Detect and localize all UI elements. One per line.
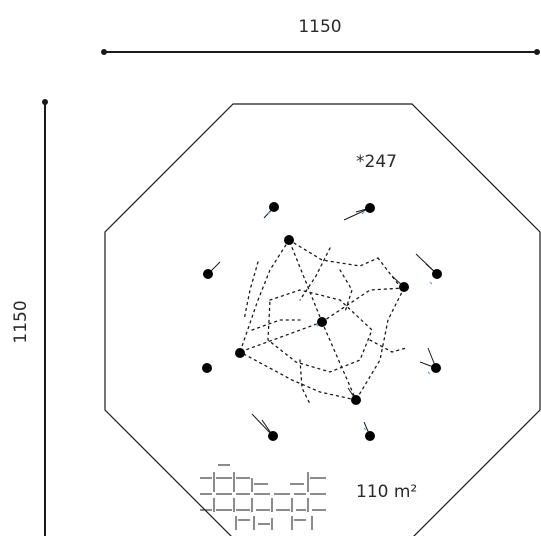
black-dot-icon — [432, 269, 442, 279]
black-dot-icon — [365, 203, 375, 213]
net-strand — [299, 247, 331, 301]
black-dot-icon — [235, 348, 245, 358]
black-dot-icon — [431, 363, 441, 373]
black-dot-icon — [202, 363, 212, 373]
net-strand — [321, 287, 405, 323]
accent-tick — [267, 211, 271, 215]
item-number-label: *247 — [356, 152, 397, 172]
net-strand — [369, 339, 407, 353]
black-dot-icon — [399, 282, 409, 292]
net-strand — [251, 319, 301, 331]
paving-tiles-icon — [200, 464, 326, 530]
height-dimension-start-dot — [42, 99, 48, 105]
net-strand — [339, 269, 353, 313]
black-dot-icon — [269, 202, 279, 212]
net-strand — [355, 287, 405, 401]
anchor-posts — [202, 202, 442, 441]
accent-tick — [363, 427, 367, 431]
black-dot-icon — [317, 317, 327, 327]
width-dimension: 1150 — [101, 17, 540, 55]
black-dot-icon — [268, 431, 278, 441]
octagon-safety-area — [104, 103, 541, 536]
rope-net-structure — [239, 239, 407, 405]
accent-tick — [361, 211, 365, 215]
black-dot-icon — [351, 395, 361, 405]
net-strand — [288, 239, 323, 323]
accent-tick — [429, 281, 433, 285]
net-strand — [267, 289, 373, 373]
net-strand — [321, 321, 357, 401]
black-dot-icon — [284, 235, 294, 245]
accent-ticks — [267, 211, 433, 431]
net-strand — [299, 359, 311, 405]
anchor-rope — [251, 413, 274, 437]
height-dimension: 1150 — [11, 99, 48, 536]
net-strand — [243, 261, 259, 321]
net-strand — [239, 321, 323, 353]
black-dot-icon — [365, 431, 375, 441]
net-strand — [288, 239, 379, 267]
net-strand — [239, 239, 290, 353]
width-dimension-start-dot — [101, 49, 107, 55]
accent-tick — [427, 371, 431, 375]
width-dimension-label: 1150 — [298, 17, 341, 37]
width-dimension-end-dot — [534, 49, 540, 55]
accent-tick — [315, 323, 319, 327]
net-strand — [239, 351, 357, 401]
area-label: 110 m² — [356, 482, 417, 502]
height-dimension-label: 1150 — [11, 300, 31, 343]
black-dot-icon — [203, 269, 213, 279]
